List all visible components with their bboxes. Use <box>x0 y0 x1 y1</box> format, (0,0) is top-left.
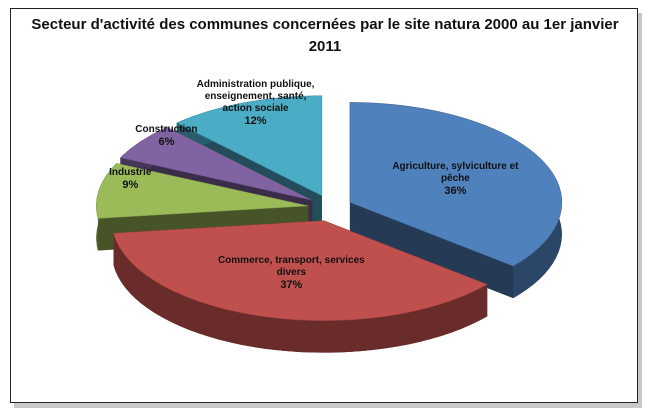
category-label: Administration publique, enseignement, s… <box>196 78 315 114</box>
data-label: Industrie 9% <box>65 167 195 191</box>
value-label: 6% <box>158 136 175 149</box>
value-label: 12% <box>244 114 267 127</box>
chart-title: Secteur d'activité des communes concerné… <box>31 16 619 55</box>
slice-top <box>349 102 563 267</box>
data-label: Commerce, transport, services divers 37% <box>216 255 366 291</box>
slice-side <box>113 233 488 353</box>
data-label: Administration publique, enseignement, s… <box>191 79 321 127</box>
value-label: 37% <box>280 279 303 292</box>
category-label: Industrie <box>109 166 152 178</box>
slice <box>113 220 488 353</box>
slice <box>349 102 563 299</box>
slice-wall <box>349 202 514 299</box>
slice-top <box>176 95 323 197</box>
category-label: Agriculture, sylviculture et pêche <box>392 160 519 184</box>
data-label: Agriculture, sylviculture et pêche 36% <box>380 161 530 197</box>
category-label: Construction <box>135 124 198 136</box>
slice-top <box>119 127 313 201</box>
slice-top <box>113 220 488 321</box>
data-label: Construction 6% <box>101 124 231 148</box>
slice-top <box>96 163 309 219</box>
value-label: 9% <box>122 178 139 191</box>
value-label: 36% <box>444 184 467 197</box>
category-label: Commerce, transport, services divers <box>217 255 365 279</box>
